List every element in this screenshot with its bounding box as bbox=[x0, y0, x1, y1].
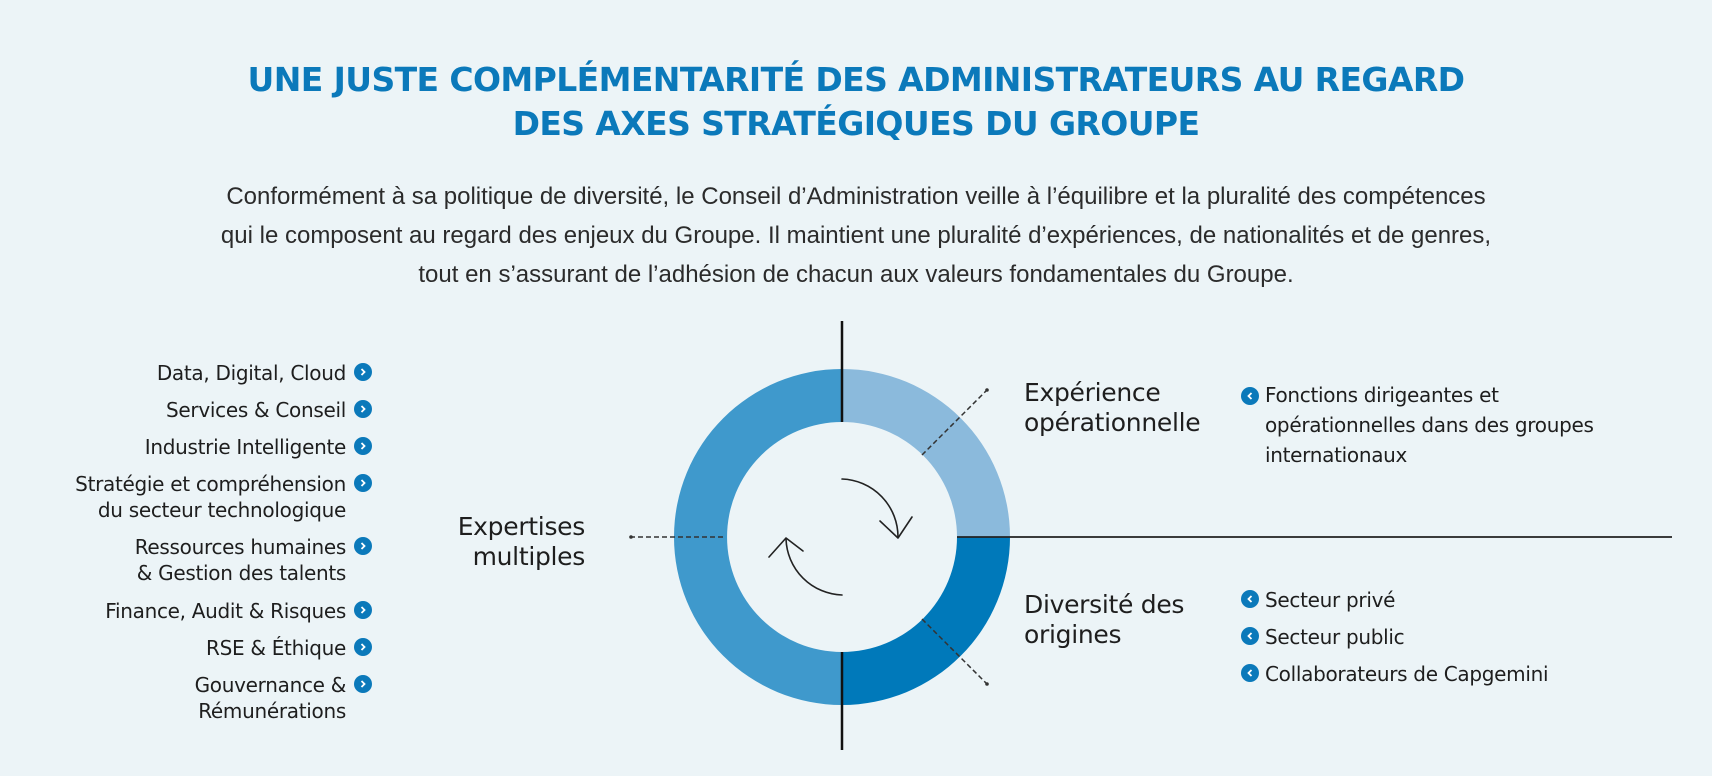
chevron-right-circle-icon bbox=[354, 601, 372, 619]
list-item: Data, Digital, Cloud bbox=[157, 360, 372, 386]
list-item: Collaborateurs de Capgemini bbox=[1241, 659, 1549, 696]
list-item: Finance, Audit & Risques bbox=[105, 598, 372, 624]
intro-paragraph: Conformément à sa politique de diversité… bbox=[0, 177, 1712, 294]
ring-segment-experience bbox=[842, 369, 1010, 537]
diversite-list: Secteur privé Secteur public Collaborate… bbox=[1241, 585, 1549, 696]
list-item: Secteur privé bbox=[1241, 585, 1548, 622]
list-item-label: Services & Conseil bbox=[166, 398, 346, 422]
list-item-label: Data, Digital, Cloud bbox=[156, 361, 346, 385]
chevron-left-circle-icon bbox=[1241, 590, 1259, 608]
leader-dot-experience bbox=[985, 388, 989, 392]
list-item-label: Secteur public bbox=[1265, 625, 1405, 649]
intro-line-3: tout en s’assurant de l’adhésion de chac… bbox=[418, 261, 1294, 288]
chevron-right-circle-icon bbox=[354, 400, 372, 418]
list-item: Fonctions dirigeantes et opérationnelles… bbox=[1241, 380, 1594, 470]
chevron-right-circle-icon bbox=[354, 537, 372, 555]
list-item-label: Collaborateurs de Capgemini bbox=[1265, 662, 1549, 686]
list-item-label: Stratégie et compréhension du secteur te… bbox=[75, 472, 346, 522]
leader-dot-expertises bbox=[629, 535, 633, 539]
chevron-right-circle-icon bbox=[354, 363, 372, 381]
title-line-2: DES AXES STRATÉGIQUES DU GROUPE bbox=[512, 104, 1200, 143]
intro-line-1: Conformément à sa politique de diversité… bbox=[226, 183, 1486, 210]
list-item-label: Industrie Intelligente bbox=[144, 435, 347, 459]
leader-dot-diversite bbox=[985, 682, 989, 686]
list-item-label: RSE & Éthique bbox=[205, 636, 346, 660]
leader-line-experience bbox=[921, 389, 988, 456]
circular-arrows-icon bbox=[768, 478, 913, 596]
list-item-label: Secteur privé bbox=[1265, 588, 1396, 612]
label-experience-operationnelle: Expérience opérationnelle bbox=[1024, 378, 1201, 437]
list-item-label: Finance, Audit & Risques bbox=[105, 599, 346, 623]
list-item: RSE & Éthique bbox=[206, 635, 372, 661]
list-item-label: Gouvernance & Rémunérations bbox=[194, 673, 347, 723]
list-item: Secteur public bbox=[1241, 622, 1548, 659]
list-item-label: Ressources humaines & Gestion des talent… bbox=[134, 535, 347, 585]
label-expertises-multiples: Expertises multiples bbox=[457, 512, 586, 571]
leader-line-diversite bbox=[921, 618, 988, 685]
experience-list: Fonctions dirigeantes et opérationnelles… bbox=[1241, 380, 1594, 470]
list-item: Gouvernance & Rémunérations bbox=[195, 672, 372, 724]
label-diversite-des-origines: Diversité des origines bbox=[1024, 590, 1185, 649]
ring-segment-diversite bbox=[842, 537, 1010, 705]
chevron-right-circle-icon bbox=[354, 474, 372, 492]
list-item: Ressources humaines & Gestion des talent… bbox=[135, 534, 372, 586]
title-line-1: UNE JUSTE COMPLÉMENTARITÉ DES ADMINISTRA… bbox=[247, 60, 1466, 99]
chevron-right-circle-icon bbox=[354, 437, 372, 455]
intro-line-2: qui le composent au regard des enjeux du… bbox=[220, 222, 1492, 249]
list-item: Stratégie et compréhension du secteur te… bbox=[75, 471, 372, 523]
list-item: Industrie Intelligente bbox=[145, 434, 372, 460]
chevron-left-circle-icon bbox=[1241, 664, 1259, 682]
chevron-right-circle-icon bbox=[354, 675, 372, 693]
ring-segment-expertises bbox=[674, 369, 842, 705]
list-item-label: Fonctions dirigeantes et opérationnelles… bbox=[1265, 383, 1594, 467]
chevron-left-circle-icon bbox=[1241, 387, 1259, 405]
page-title: UNE JUSTE COMPLÉMENTARITÉ DES ADMINISTRA… bbox=[0, 58, 1712, 146]
list-item: Services & Conseil bbox=[166, 397, 372, 423]
chevron-right-circle-icon bbox=[354, 638, 372, 656]
chevron-left-circle-icon bbox=[1241, 627, 1259, 645]
